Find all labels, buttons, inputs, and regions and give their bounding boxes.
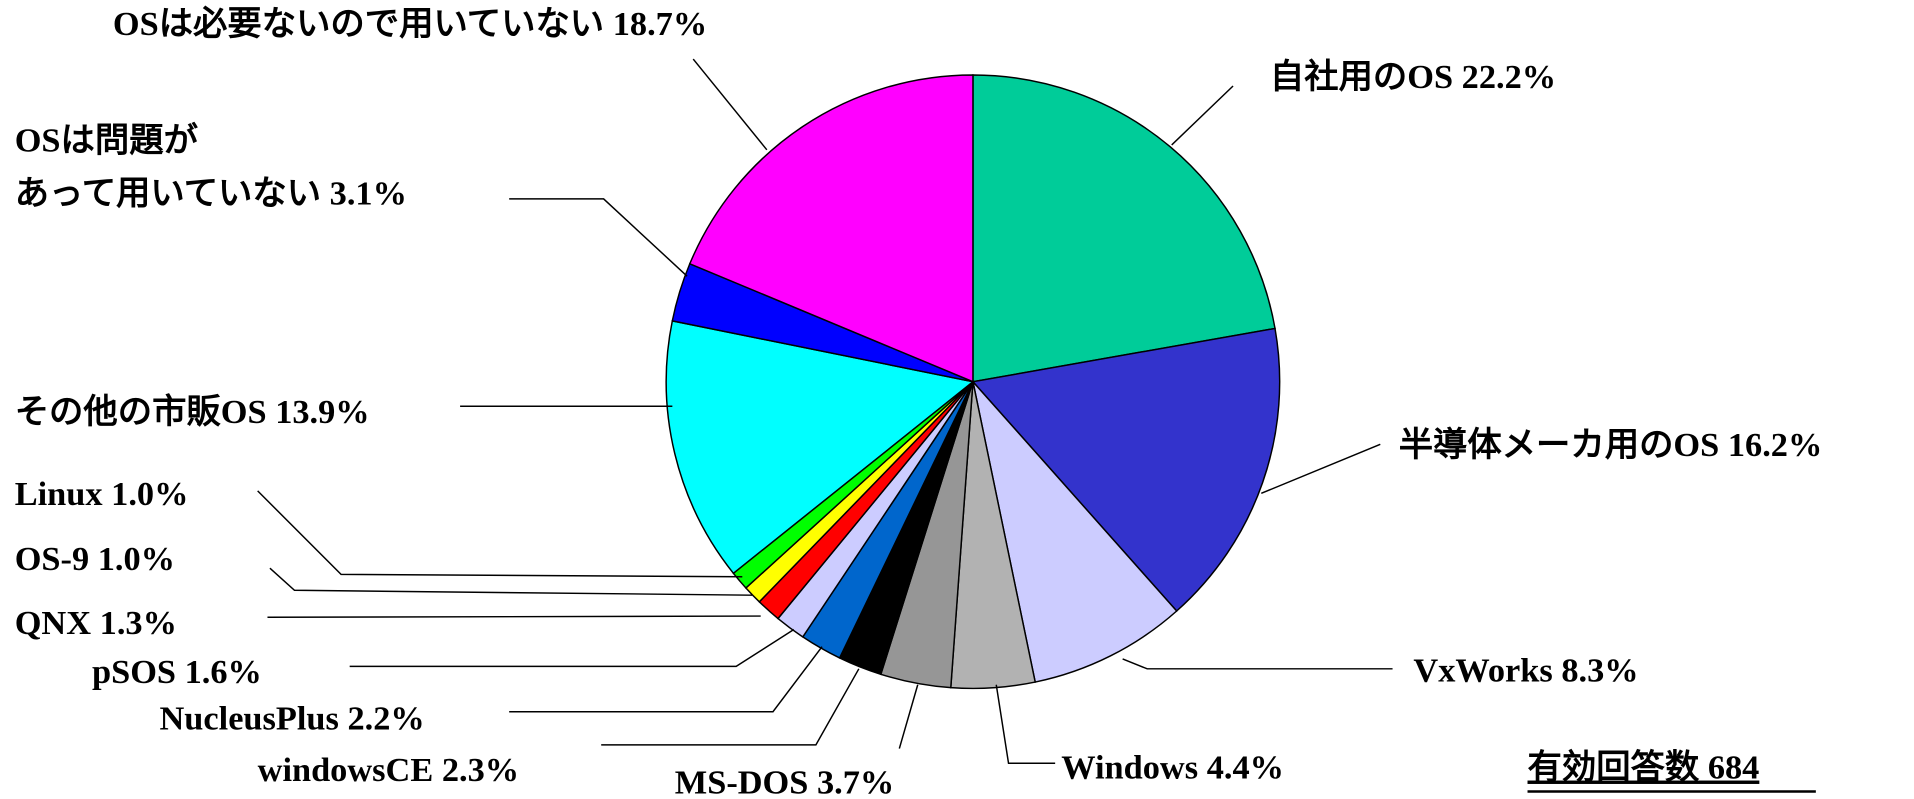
slice-label: OSは問題があって用いていない 3.1% — [15, 122, 407, 213]
value-label: 3.7% — [817, 763, 894, 799]
leader-line — [1122, 658, 1393, 670]
category-label: OSは問題があって用いていない — [15, 122, 321, 213]
category-label: NucleusPlus — [160, 699, 339, 737]
value-label: 4.4% — [1207, 749, 1284, 787]
value-label: 8.3% — [1561, 652, 1638, 690]
value-label: 3.1% — [330, 174, 407, 212]
slice-label: OSは必要ないので用いていない 18.7% — [113, 5, 707, 43]
category-line: Linux — [15, 475, 103, 513]
category-line: 半導体メーカ用のOS — [1399, 426, 1720, 464]
value-label: 1.6% — [185, 653, 262, 691]
category-line: OSは問題が — [15, 122, 199, 160]
pie-slice — [972, 74, 1276, 383]
pie-slice — [665, 319, 975, 575]
pie-slice — [688, 74, 974, 383]
category-line: Windows — [1061, 749, 1198, 787]
value-label: 16.2% — [1728, 426, 1822, 464]
category-label: その他の市販OS — [15, 392, 267, 431]
category-label: pSOS — [92, 653, 176, 691]
leader-line — [692, 58, 768, 151]
slice-label: Windows 4.4% — [1061, 749, 1284, 787]
slice-label: Linux 1.0% — [15, 475, 189, 513]
value-label: 2.2% — [347, 699, 424, 737]
value-label: 1.0% — [98, 540, 175, 578]
leader-line — [509, 198, 688, 277]
category-label: OSは必要ないので用いていない — [113, 5, 604, 43]
category-label: OS-9 — [15, 540, 89, 578]
category-line: VxWorks — [1413, 652, 1552, 690]
leader-line — [267, 615, 761, 619]
value-label: 22.2% — [1462, 58, 1556, 96]
category-label: VxWorks — [1413, 652, 1552, 690]
pie-slice — [971, 327, 1281, 613]
leader-line — [898, 684, 919, 749]
leader-line — [1171, 85, 1234, 146]
category-line: あって用いていない — [15, 174, 321, 212]
category-line: OS-9 — [15, 540, 89, 578]
category-label: QNX — [15, 604, 92, 642]
category-line: MS-DOS — [675, 763, 809, 799]
value-label: 1.0% — [111, 475, 188, 513]
category-label: 半導体メーカ用のOS — [1399, 426, 1720, 464]
response-count: 有効回答数 684 — [1528, 749, 1760, 787]
value-label: 18.7% — [613, 5, 707, 43]
value-label: 2.3% — [442, 751, 519, 789]
slice-label: MS-DOS 3.7% — [675, 763, 894, 799]
slice-label: 自社用のOS 22.2% — [1270, 58, 1556, 96]
slice-label: QNX 1.3% — [15, 604, 177, 642]
leader-line — [995, 684, 1056, 765]
category-line: QNX — [15, 604, 92, 642]
category-label: MS-DOS — [675, 763, 809, 799]
leader-line — [601, 668, 860, 746]
category-line: OSは必要ないので用いていない — [113, 5, 604, 43]
slice-label: その他の市販OS 13.9% — [15, 392, 370, 431]
slice-label: windowsCE 2.3% — [258, 751, 519, 789]
value-label: 1.3% — [100, 604, 177, 642]
leader-line — [269, 567, 753, 596]
leader-line — [1260, 443, 1381, 495]
slice-label: VxWorks 8.3% — [1413, 652, 1638, 690]
slice-label: NucleusPlus 2.2% — [160, 699, 425, 737]
category-line: NucleusPlus — [160, 699, 339, 737]
value-label: 13.9% — [275, 393, 369, 431]
category-line: windowsCE — [258, 751, 434, 789]
leader-line — [257, 490, 743, 578]
category-line: pSOS — [92, 653, 176, 691]
leader-line — [349, 628, 795, 668]
slice-label: OS-9 1.0% — [15, 540, 175, 578]
leader-line — [509, 646, 823, 713]
pie-slice — [971, 379, 1178, 683]
category-label: Linux — [15, 475, 103, 513]
category-label: Windows — [1061, 749, 1198, 787]
slice-label: 半導体メーカ用のOS 16.2% — [1399, 426, 1823, 464]
category-line: その他の市販OS — [15, 392, 267, 431]
category-label: windowsCE — [258, 751, 434, 789]
category-label: 自社用のOS — [1270, 58, 1453, 96]
category-line: 自社用のOS — [1270, 58, 1453, 96]
slice-label: pSOS 1.6% — [92, 653, 262, 691]
